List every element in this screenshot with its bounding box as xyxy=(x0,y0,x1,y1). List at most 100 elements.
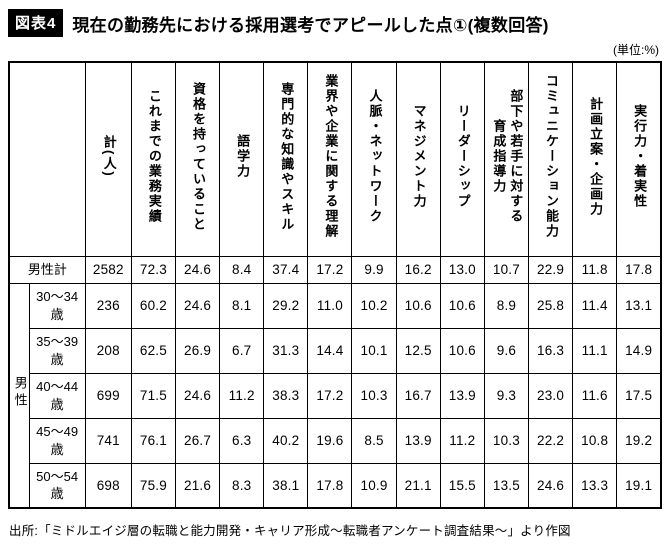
value-cell: 10.6 xyxy=(439,327,485,374)
value-cell: 40.2 xyxy=(263,417,309,464)
column-header: これまでの業務実績 xyxy=(130,61,176,257)
value-cell: 10.6 xyxy=(395,282,441,329)
value-cell: 10.6 xyxy=(439,282,485,329)
value-cell: 11.6 xyxy=(572,372,618,419)
count-cell: 208 xyxy=(84,327,132,374)
column-header-text: 人脈・ネットワーク xyxy=(367,89,383,225)
column-header: マネジメント力 xyxy=(395,61,441,257)
value-cell: 76.1 xyxy=(130,417,176,464)
table-body: 男性計 2582 72.3 24.6 8.4 37.4 17.2 9.9 16.2 13.0 10.… xyxy=(8,255,662,509)
source-note: 出所:「ミドルエイジ層の転職と能力開発・キャリア形成〜転職者アンケート調査結果〜… xyxy=(9,524,571,538)
value-cell: 9.6 xyxy=(483,327,529,374)
figure-title: 現在の勤務先における採用選考でアピールした点①(複数回答) xyxy=(72,15,549,35)
value-cell: 19.6 xyxy=(307,417,353,464)
column-header-text: これまでの業務実績 xyxy=(146,89,162,225)
value-cell: 15.5 xyxy=(439,462,485,509)
row-label-total: 男性計 xyxy=(8,255,86,284)
column-header: 専門的な知識やスキル xyxy=(263,61,309,257)
value-cell: 19.1 xyxy=(616,462,662,509)
value-cell: 10.8 xyxy=(572,417,618,464)
value-cell: 14.9 xyxy=(616,327,662,374)
value-cell: 11.4 xyxy=(572,282,618,329)
value-cell: 8.1 xyxy=(219,282,265,329)
value-cell: 23.0 xyxy=(527,372,574,419)
value-cell: 26.7 xyxy=(174,417,221,464)
value-cell: 9.3 xyxy=(483,372,529,419)
count-cell: 698 xyxy=(84,462,132,509)
column-header: コミュニケーション能力 xyxy=(527,61,574,257)
count-cell: 699 xyxy=(84,372,132,419)
value-cell: 24.6 xyxy=(174,282,221,329)
column-header-text: リーダーシップ xyxy=(455,104,471,210)
value-cell: 71.5 xyxy=(130,372,176,419)
value-cell: 25.8 xyxy=(527,282,574,329)
value-cell: 62.5 xyxy=(130,327,176,374)
value-cell: 19.2 xyxy=(616,417,662,464)
count-cell: 741 xyxy=(84,417,132,464)
value-cell: 17.8 xyxy=(616,255,662,284)
value-cell: 11.1 xyxy=(572,327,618,374)
column-header-text: 計画立案・企画力 xyxy=(588,96,604,217)
value-cell: 31.3 xyxy=(263,327,309,374)
value-cell: 11.2 xyxy=(439,417,485,464)
column-header: 部下や若手に対する 育成指導力 xyxy=(483,61,529,257)
column-header-text: コミュニケーション能力 xyxy=(543,74,559,240)
value-cell: 24.6 xyxy=(174,372,221,419)
value-cell: 10.2 xyxy=(351,282,397,329)
figure-badge: 図表4 xyxy=(8,9,64,37)
table-row: 40〜44歳 699 71.5 24.6 11.2 38.3 17.2 10.3 16.7 13.… xyxy=(9,372,662,419)
value-cell: 37.4 xyxy=(263,255,309,284)
value-cell: 12.5 xyxy=(395,327,441,374)
data-table: 計(人) これまでの業務実績 資格を持っていること 語学力 専門的な知識やスキル 業界や企… xyxy=(8,61,662,509)
column-header-text: 計(人) xyxy=(101,135,117,179)
value-cell: 26.9 xyxy=(174,327,221,374)
row-label-age: 30〜34歳 xyxy=(28,282,86,329)
table-row: 男性 30〜34歳 236 60.2 24.6 8.1 29.2 11.0 10.2 10.6 10… xyxy=(8,282,662,509)
value-cell: 14.4 xyxy=(307,327,353,374)
value-cell: 21.6 xyxy=(174,462,221,509)
column-header: 業界や企業に関する理解 xyxy=(307,61,353,257)
value-cell: 38.3 xyxy=(263,372,309,419)
count-cell: 2582 xyxy=(84,255,132,284)
row-label-age: 45〜49歳 xyxy=(28,417,86,464)
group-label-cell: 男性 xyxy=(8,282,30,509)
table-row: 35〜39歳 208 62.5 26.9 6.7 31.3 14.4 10.1 12.5 10.6… xyxy=(9,327,662,374)
table-row: 男性計 2582 72.3 24.6 8.4 37.4 17.2 9.9 16.2 13.0 10.… xyxy=(8,255,662,284)
table-row: 45〜49歳 741 76.1 26.7 6.3 40.2 19.6 8.5 13.9 11.2 1… xyxy=(9,417,662,464)
value-cell: 24.6 xyxy=(527,462,574,509)
column-header-text: マネジメント力 xyxy=(411,104,427,210)
value-cell: 22.2 xyxy=(527,417,574,464)
value-cell: 16.3 xyxy=(527,327,574,374)
value-cell: 16.7 xyxy=(395,372,441,419)
value-cell: 13.1 xyxy=(616,282,662,329)
value-cell: 17.2 xyxy=(307,255,353,284)
row-label-age: 50〜54歳 xyxy=(28,462,86,509)
figure-page: 図表4 現在の勤務先における採用選考でアピールした点①(複数回答) (単位:%)… xyxy=(8,9,662,538)
value-cell: 11.2 xyxy=(219,372,265,419)
value-cell: 17.2 xyxy=(307,372,353,419)
value-cell: 22.9 xyxy=(527,255,574,284)
value-cell: 10.9 xyxy=(351,462,397,509)
value-cell: 10.7 xyxy=(483,255,529,284)
value-cell: 13.9 xyxy=(395,417,441,464)
value-cell: 75.9 xyxy=(130,462,176,509)
row-label-age: 40〜44歳 xyxy=(28,372,86,419)
row-label-age: 35〜39歳 xyxy=(28,327,86,374)
column-header: リーダーシップ xyxy=(439,61,485,257)
column-header: 語学力 xyxy=(219,61,265,257)
column-header: 資格を持っていること xyxy=(174,61,221,257)
count-cell: 236 xyxy=(84,282,132,329)
column-header: 実行力・着実性 xyxy=(616,61,662,257)
value-cell: 8.5 xyxy=(351,417,397,464)
value-cell: 24.6 xyxy=(174,255,221,284)
value-cell: 60.2 xyxy=(130,282,176,329)
value-cell: 72.3 xyxy=(130,255,176,284)
header-row: 計(人) これまでの業務実績 資格を持っていること 語学力 専門的な知識やスキル 業界や企… xyxy=(8,61,662,257)
value-cell: 29.2 xyxy=(263,282,309,329)
value-cell: 10.1 xyxy=(351,327,397,374)
group-label-text: 男性 xyxy=(12,375,28,410)
column-header-text: 業界や企業に関する理解 xyxy=(323,74,339,240)
table-row: 50〜54歳 698 75.9 21.6 8.3 38.1 17.8 10.9 21.1 15.5… xyxy=(9,462,662,509)
column-header: 計(人) xyxy=(84,61,132,257)
column-header-text: 部下や若手に対する 育成指導力 xyxy=(491,89,524,225)
